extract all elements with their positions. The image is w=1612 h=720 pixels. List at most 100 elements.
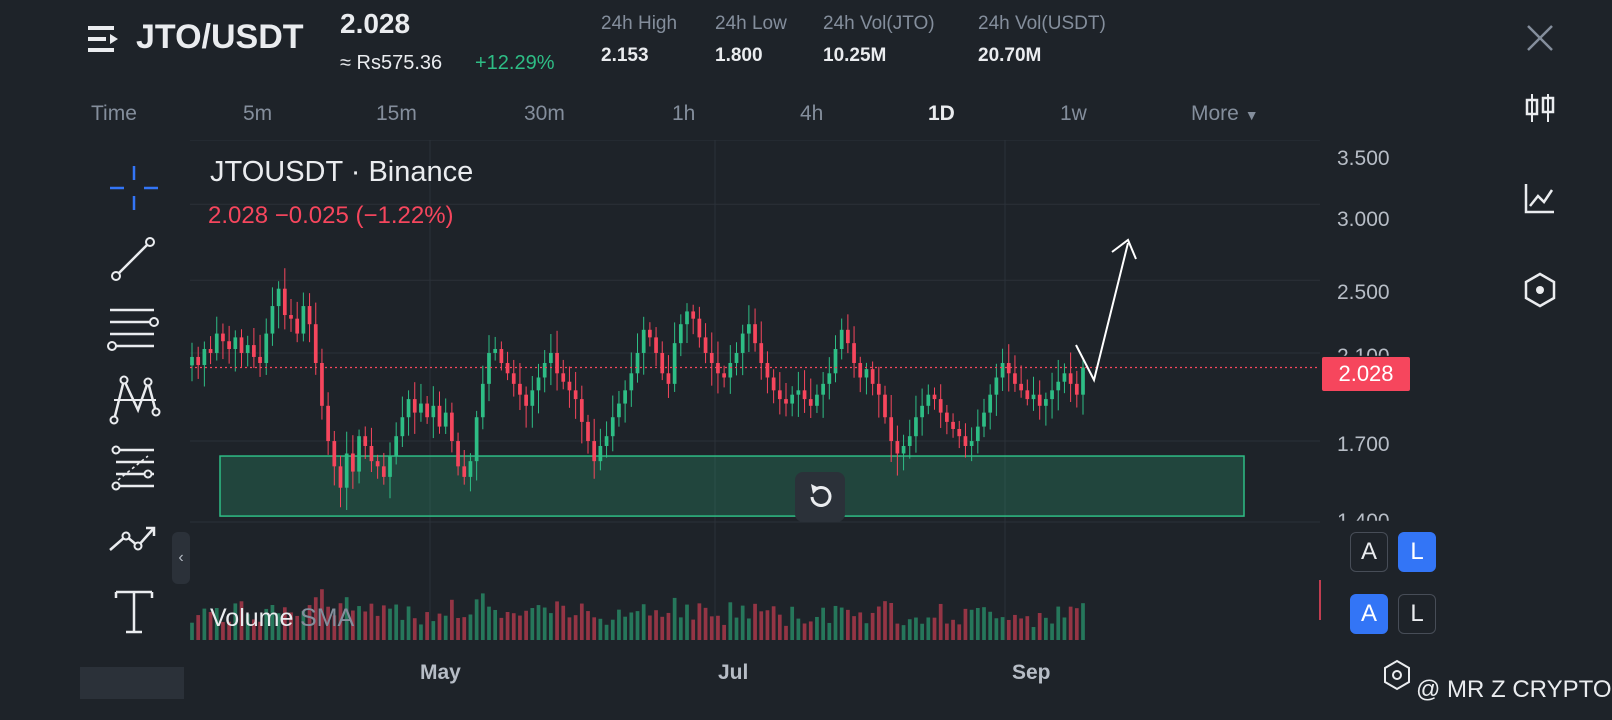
candle-body (406, 399, 411, 418)
candle-body (1074, 383, 1079, 395)
path-icon[interactable] (104, 510, 164, 570)
volume-bar (388, 608, 392, 640)
volume-label: Volume (210, 604, 294, 632)
candle-body (443, 412, 448, 427)
volume-auto-scale-button[interactable]: A (1350, 594, 1388, 634)
volume-bar (623, 616, 627, 640)
candle-body (462, 466, 467, 477)
chevron-down-icon: ▼ (1244, 107, 1259, 123)
volume-bar (579, 603, 584, 640)
text-icon[interactable] (104, 582, 164, 642)
price-chart[interactable] (190, 140, 1330, 670)
candle-body (604, 436, 609, 446)
candle-body (728, 363, 733, 378)
candle-body (363, 436, 368, 446)
volume-bar (505, 611, 510, 640)
pattern-icon[interactable] (104, 370, 164, 430)
candle-body (1050, 390, 1054, 400)
more-tools-tab[interactable] (80, 667, 184, 699)
candle-body (648, 329, 652, 338)
tf-1d[interactable]: 1D (928, 102, 955, 125)
candle-body (864, 369, 869, 378)
candle-body (975, 426, 980, 442)
volume-bar (777, 614, 782, 640)
volume-bar (264, 608, 269, 640)
candle-body (480, 383, 485, 418)
volume-bar (753, 603, 757, 640)
tf-more-label: More (1191, 102, 1239, 125)
volume-log-scale-button[interactable]: L (1398, 594, 1436, 634)
reset-chart-button[interactable] (795, 472, 845, 522)
candle-body (876, 383, 881, 395)
candle-body (1037, 394, 1042, 406)
volume-bar (635, 611, 640, 640)
volume-bar (1062, 617, 1067, 640)
candle-body (419, 403, 423, 413)
volume-bar (963, 608, 968, 640)
volume-bar (846, 609, 850, 640)
tf-30m[interactable]: 30m (524, 102, 565, 125)
tf-15m[interactable]: 15m (376, 102, 417, 125)
candle-body (1062, 373, 1067, 382)
hexagon-settings-icon[interactable] (1520, 270, 1560, 310)
volume-bar (295, 615, 300, 640)
volume-bar (536, 605, 541, 640)
price-auto-scale-button[interactable]: A (1350, 532, 1388, 572)
volume-bar (443, 615, 448, 640)
trend-line-icon[interactable] (104, 230, 164, 290)
candle-body (635, 352, 640, 374)
close-icon[interactable] (1524, 22, 1556, 54)
candle-body (920, 405, 924, 418)
candle-body (450, 412, 454, 442)
tf-4h[interactable]: 4h (800, 102, 824, 125)
volume-bar (252, 619, 256, 640)
candle-body (833, 349, 838, 374)
volume-bar (994, 618, 999, 640)
candle-body (276, 288, 281, 307)
crosshair-icon[interactable] (104, 160, 164, 220)
candle-body (338, 466, 343, 488)
pair-title[interactable]: JTO/USDT (136, 18, 304, 56)
volume-bar (852, 616, 856, 640)
candle-body (493, 349, 498, 353)
candle-body (740, 333, 745, 353)
candle-body (839, 329, 844, 350)
volume-bar (1068, 606, 1073, 640)
volume-bar (1050, 623, 1054, 640)
support-zone (219, 455, 1245, 517)
change-percent: +12.29% (475, 52, 555, 74)
volume-bar (375, 615, 380, 640)
volume-bar (648, 615, 652, 640)
tf-more[interactable]: More ▼ (1191, 102, 1259, 126)
volume-bar (221, 622, 225, 640)
fib-icon[interactable] (104, 440, 164, 500)
collapse-toolbar-button[interactable]: ‹ (172, 532, 190, 584)
tf-time[interactable]: Time (91, 102, 137, 125)
candle-body (1000, 363, 1005, 378)
volume-bar (381, 605, 386, 640)
candle-body (697, 318, 702, 338)
tf-1h[interactable]: 1h (672, 102, 696, 125)
menu-icon[interactable] (88, 24, 122, 54)
price-axis-tick: 3.500 (1337, 147, 1390, 170)
volume-bar (660, 616, 665, 640)
volume-bar (419, 624, 423, 640)
price-log-scale-button[interactable]: L (1398, 532, 1436, 572)
candlestick-icon[interactable] (1520, 88, 1560, 128)
date-axis-tick: Jul (718, 661, 749, 684)
volume-bar (827, 622, 832, 640)
price-axis-tick: 2.500 (1337, 281, 1390, 304)
candle-body (381, 466, 386, 477)
volume-bar (1044, 617, 1048, 640)
candle-body (499, 349, 504, 364)
tf-1w[interactable]: 1w (1060, 102, 1087, 125)
refresh-icon (810, 484, 832, 507)
tf-5m[interactable]: 5m (243, 102, 273, 125)
stat-24h-high-value: 2.153 (601, 45, 649, 66)
horizontal-lines-icon[interactable] (104, 300, 164, 360)
indicator-chart-icon[interactable] (1520, 178, 1560, 218)
candle-body (914, 417, 918, 437)
volume-bar (313, 597, 318, 640)
candle-body (709, 352, 714, 364)
volume-bar (870, 612, 875, 640)
